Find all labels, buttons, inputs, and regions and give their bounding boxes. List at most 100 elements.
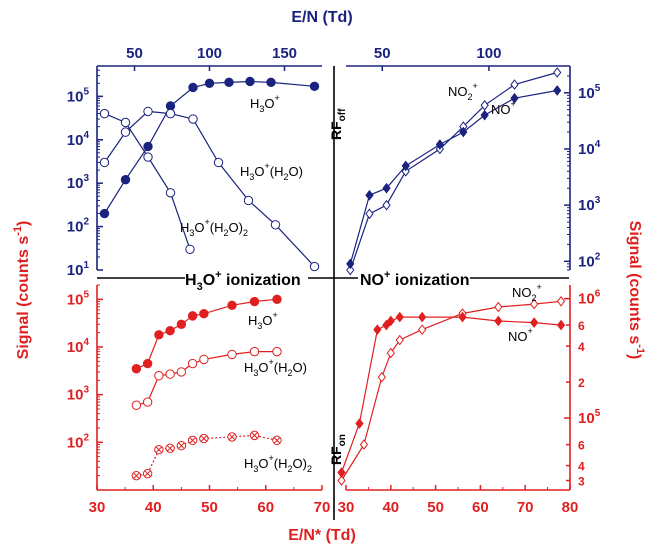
top_left-data-point bbox=[266, 77, 276, 88]
bottom_left-data-point bbox=[176, 441, 187, 451]
top_right-y-tick-label: 105 bbox=[578, 83, 601, 102]
bottom_right-data-point bbox=[395, 311, 404, 323]
bottom_right-data-point bbox=[395, 334, 404, 346]
top_left-y-tick-label: 103 bbox=[67, 173, 90, 192]
bottom_right-y-tick-label: 3 bbox=[578, 475, 585, 489]
top_left-x-tick-label: 150 bbox=[272, 45, 297, 62]
top_left-x-tick-label: 100 bbox=[197, 45, 222, 62]
bottom_right-data-point bbox=[373, 324, 382, 335]
left-axis-title: Signal (counts s-1) bbox=[12, 221, 32, 360]
bottom_right-data-point bbox=[556, 319, 566, 331]
bottom_left-data-point bbox=[187, 435, 198, 446]
bottom_right-data-point bbox=[386, 347, 395, 359]
top_left-data-point bbox=[120, 127, 131, 137]
top_right-series-label: NO+ bbox=[491, 99, 516, 117]
top_left-data-point bbox=[99, 108, 110, 119]
bottom_left-x-tick-label: 60 bbox=[257, 499, 274, 516]
bottom_right-y-tick-label: 2 bbox=[578, 376, 585, 390]
bottom_left-data-point bbox=[154, 371, 164, 381]
bottom_left-data-point bbox=[249, 346, 260, 357]
top_left-data-point bbox=[165, 188, 176, 198]
bottom_left-x-tick-label: 30 bbox=[89, 499, 106, 516]
top_left-data-point bbox=[309, 81, 320, 92]
top_left-data-point bbox=[270, 220, 281, 230]
top_left-y-tick-label: 102 bbox=[67, 217, 90, 236]
top_right-series bbox=[346, 85, 562, 270]
top_left-series-label: H3O+(H2O) bbox=[240, 161, 303, 182]
bottom_left-data-point bbox=[199, 308, 209, 319]
top_right-data-point bbox=[459, 126, 468, 138]
top_right-x-tick-label: 100 bbox=[476, 45, 501, 62]
bottom_left-data-point bbox=[142, 468, 153, 479]
bottom_right-data-point bbox=[359, 439, 369, 450]
bottom_left-data-point bbox=[131, 400, 142, 410]
bottom_left-y-tick-label: 104 bbox=[67, 337, 90, 356]
top_left-series bbox=[99, 106, 320, 272]
top_left-data-point bbox=[204, 78, 215, 88]
top_right-y-tick-label: 102 bbox=[578, 251, 601, 270]
bottom_left-series bbox=[131, 430, 282, 481]
bottom_left-x-tick-label: 40 bbox=[145, 499, 162, 516]
bottom_right-data-point bbox=[418, 324, 427, 335]
bottom_left-data-point bbox=[176, 319, 187, 329]
bottom_left-series-line bbox=[136, 298, 278, 370]
bottom_right-y-tick-label: 4 bbox=[578, 460, 585, 474]
top_left-data-point bbox=[99, 157, 110, 168]
bottom_right-data-point bbox=[494, 315, 503, 327]
bottom_right-y-tick-label: 4 bbox=[578, 340, 585, 354]
bottom_left-series-line bbox=[136, 434, 278, 477]
rf-off-label: RFoff bbox=[328, 108, 348, 140]
top_right-data-point bbox=[346, 264, 355, 276]
bottom_left-data-point bbox=[227, 300, 237, 311]
top_right-y-tick-label: 103 bbox=[578, 195, 601, 214]
top_left-data-point bbox=[120, 117, 131, 128]
bottom_left-data-point bbox=[272, 294, 282, 305]
bottom_right-data-point bbox=[530, 298, 539, 310]
top_left-series-line bbox=[104, 113, 191, 250]
bottom_right-data-point bbox=[355, 418, 364, 429]
top_right-data-point bbox=[401, 166, 410, 177]
top_left-x-tick-label: 50 bbox=[126, 45, 143, 62]
top_right-x-tick-label: 50 bbox=[374, 45, 391, 62]
top_left-axes: 50 100 150 101 102 103 104 105 bbox=[67, 45, 322, 279]
top_right-data-point bbox=[346, 258, 355, 270]
bottom_left-y-tick-label: 105 bbox=[67, 289, 90, 308]
top_left-series bbox=[99, 76, 320, 219]
rf-on-label: RFon bbox=[328, 434, 348, 465]
right-axis-title: Signal (counts s-1) bbox=[626, 221, 646, 360]
top_right-y-tick-label: 104 bbox=[578, 139, 601, 158]
bottom_right-data-point bbox=[337, 475, 346, 486]
bottom_right-data-point bbox=[377, 371, 386, 383]
top_left-series bbox=[99, 108, 195, 254]
top_left-data-point bbox=[143, 141, 153, 152]
top_left-y-tick-label: 104 bbox=[67, 130, 90, 149]
bottom_right-data-point bbox=[494, 301, 503, 313]
bottom_left-series-label: H3O+ bbox=[248, 310, 278, 331]
bottom_left-y-tick-label: 103 bbox=[67, 385, 90, 404]
bottom_left-data-point bbox=[142, 397, 153, 407]
bottom_right-series bbox=[337, 295, 566, 486]
bottom_left-x-tick-label: 50 bbox=[201, 499, 218, 516]
bottom_left-data-point bbox=[272, 346, 282, 357]
bottom_left-data-point bbox=[199, 433, 209, 444]
bottom_left-data-point bbox=[165, 325, 175, 336]
bottom_right-data-point bbox=[337, 467, 346, 478]
bottom_right-data-point bbox=[418, 311, 427, 323]
bottom_right-y-tick-label: 106 bbox=[578, 289, 601, 308]
bottom_left-data-point bbox=[142, 358, 153, 369]
bottom_right-data-point bbox=[556, 295, 566, 307]
bottom_left-data-point bbox=[187, 311, 198, 321]
bottom_left-series bbox=[131, 294, 282, 374]
bottom_left-series-line bbox=[136, 351, 277, 406]
top_right-data-point bbox=[382, 199, 391, 211]
top_right-data-point bbox=[480, 99, 489, 111]
top_left-data-point bbox=[213, 157, 224, 168]
bottom_left-data-point bbox=[227, 432, 237, 442]
top_left-data-point bbox=[309, 261, 320, 272]
top_left-y-tick-label: 105 bbox=[67, 86, 90, 105]
bottom_right-series-line bbox=[340, 316, 562, 473]
bottom_left-data-point bbox=[227, 349, 237, 360]
bottom_right-y-tick-label: 6 bbox=[578, 319, 585, 333]
